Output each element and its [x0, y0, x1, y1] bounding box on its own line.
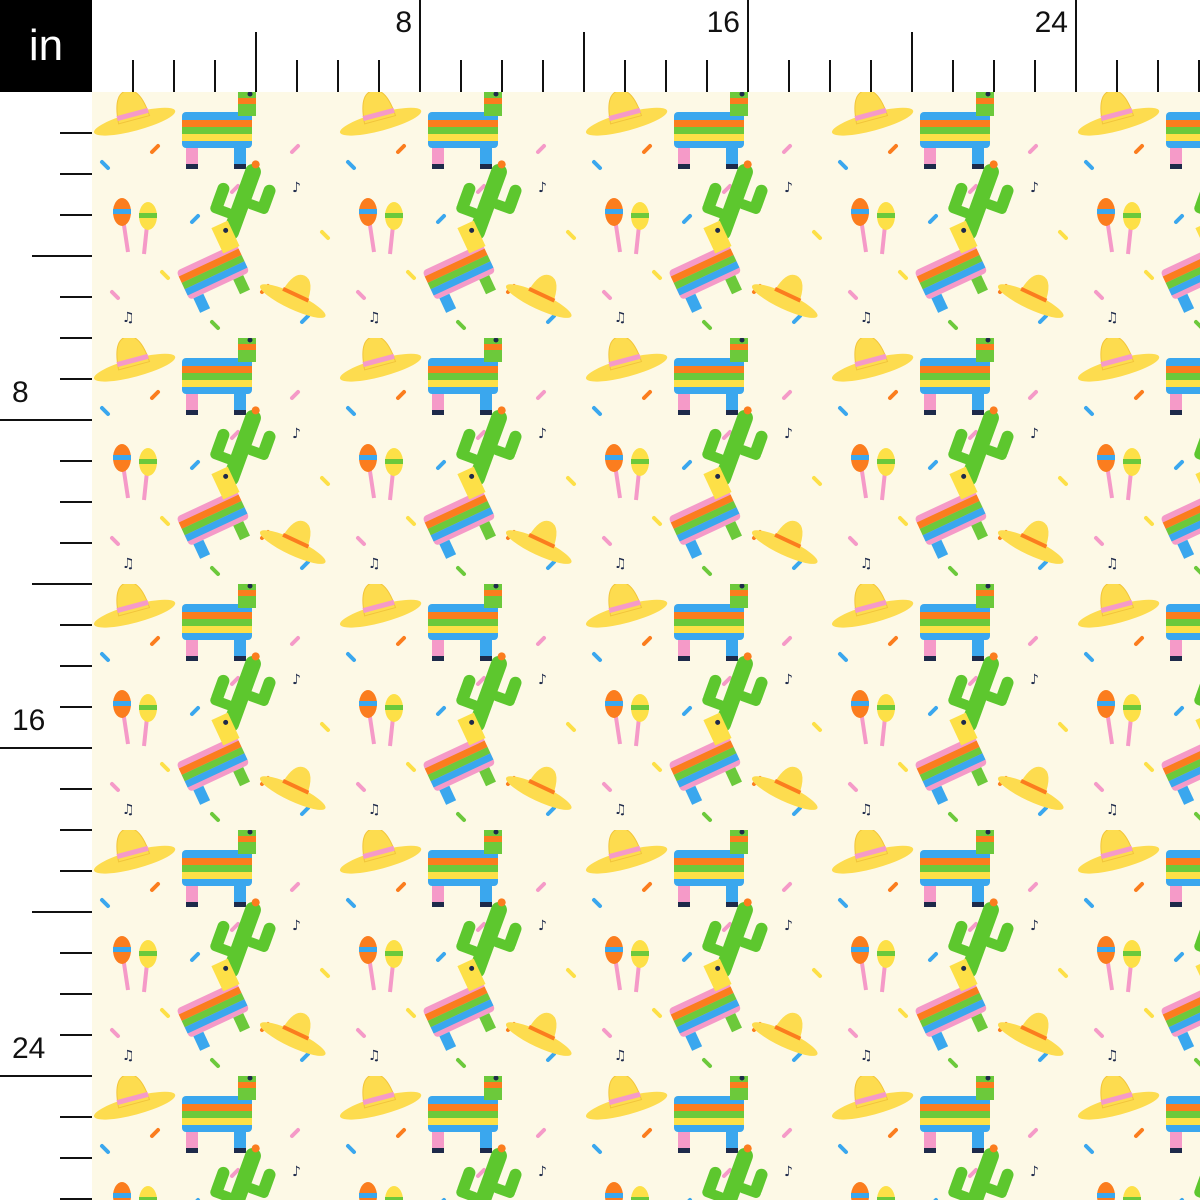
ruler-tick-top	[952, 60, 954, 92]
ruler-tick-top	[296, 60, 298, 92]
ruler-tick-left	[60, 665, 92, 667]
ruler-tick-left	[32, 255, 92, 257]
ruler-tick-top	[665, 60, 667, 92]
ruler-tick-left	[60, 1157, 92, 1159]
ruler-tick-top	[993, 60, 995, 92]
ruler-tick-left	[32, 911, 92, 913]
ruler-tick-left	[60, 870, 92, 872]
ruler-tick-top	[583, 32, 585, 92]
ruler-label-left: 16	[12, 704, 46, 737]
ruler-tick-top	[1198, 60, 1200, 92]
ruler-tick-top	[337, 60, 339, 92]
ruler-tick-top	[829, 60, 831, 92]
ruler-tick-left	[60, 1116, 92, 1118]
ruler-tick-top	[706, 60, 708, 92]
ruler-tick-top	[1157, 60, 1159, 92]
ruler-tick-top	[870, 60, 872, 92]
ruler-tick-left	[0, 419, 92, 421]
ruler-tick-top	[501, 60, 503, 92]
ruler-tick-left	[60, 1198, 92, 1200]
ruler-label-top: 24	[1034, 6, 1068, 39]
ruler-tick-left	[0, 747, 92, 749]
ruler-tick-top	[624, 60, 626, 92]
ruler-tick-left	[0, 1075, 92, 1077]
ruler-tick-top	[214, 60, 216, 92]
ruler-tick-top	[1034, 60, 1036, 92]
ruler-tick-top	[747, 0, 749, 92]
ruler-tick-left	[60, 542, 92, 544]
ruler-tick-left	[60, 993, 92, 995]
ruler-tick-left	[60, 132, 92, 134]
ruler-tick-left	[60, 378, 92, 380]
ruler-tick-left	[60, 214, 92, 216]
ruler-tick-left	[60, 1034, 92, 1036]
ruler-tick-left	[60, 952, 92, 954]
ruler-tick-top	[911, 32, 913, 92]
ruler-label-top: 8	[395, 6, 412, 39]
pattern-fill	[92, 92, 1200, 1200]
ruler-tick-top	[542, 60, 544, 92]
ruler-tick-left	[60, 829, 92, 831]
ruler-tick-left	[60, 460, 92, 462]
ruler-tick-left	[60, 173, 92, 175]
ruler-tick-top	[1116, 60, 1118, 92]
ruler-tick-left	[60, 624, 92, 626]
ruler-label-top: 16	[706, 6, 740, 39]
ruler-tick-top	[1075, 0, 1077, 92]
ruler-label-left: 24	[12, 1032, 46, 1065]
ruler-tick-top	[788, 60, 790, 92]
ruler-tick-left	[60, 337, 92, 339]
ruler-tick-left	[60, 706, 92, 708]
ruler-tick-left	[60, 788, 92, 790]
ruler-tick-top	[419, 0, 421, 92]
unit-label: in	[0, 0, 92, 92]
ruler-tick-top	[132, 60, 134, 92]
ruler-tick-top	[173, 60, 175, 92]
ruler-tick-left	[60, 296, 92, 298]
ruler-tick-top	[460, 60, 462, 92]
fabric-pattern: ♪ ♫	[92, 92, 1200, 1200]
ruler-label-left: 8	[12, 376, 29, 409]
ruler-tick-left	[60, 501, 92, 503]
ruler-tick-top	[378, 60, 380, 92]
ruler-tick-left	[32, 583, 92, 585]
ruler-tick-top	[255, 32, 257, 92]
